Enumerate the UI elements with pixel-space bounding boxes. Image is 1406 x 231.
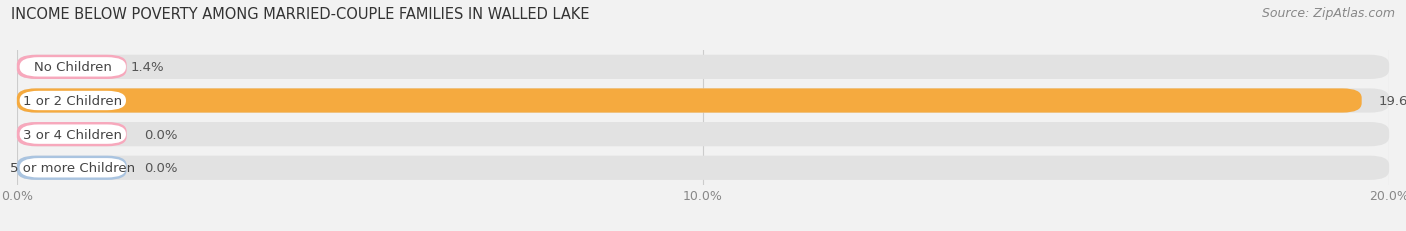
FancyBboxPatch shape: [17, 55, 127, 80]
FancyBboxPatch shape: [20, 91, 127, 111]
FancyBboxPatch shape: [17, 89, 1361, 113]
Text: Source: ZipAtlas.com: Source: ZipAtlas.com: [1261, 7, 1395, 20]
Text: 1 or 2 Children: 1 or 2 Children: [24, 94, 122, 108]
Text: No Children: No Children: [34, 61, 111, 74]
FancyBboxPatch shape: [20, 125, 127, 144]
FancyBboxPatch shape: [17, 89, 1389, 113]
FancyBboxPatch shape: [20, 158, 127, 178]
FancyBboxPatch shape: [17, 122, 127, 147]
FancyBboxPatch shape: [17, 55, 1389, 80]
FancyBboxPatch shape: [20, 58, 127, 77]
Text: 1.4%: 1.4%: [131, 61, 163, 74]
FancyBboxPatch shape: [17, 156, 127, 180]
Text: 0.0%: 0.0%: [143, 128, 177, 141]
FancyBboxPatch shape: [17, 156, 1389, 180]
Text: 0.0%: 0.0%: [143, 161, 177, 175]
Text: 5 or more Children: 5 or more Children: [10, 161, 135, 175]
Text: INCOME BELOW POVERTY AMONG MARRIED-COUPLE FAMILIES IN WALLED LAKE: INCOME BELOW POVERTY AMONG MARRIED-COUPL…: [11, 7, 589, 22]
Text: 3 or 4 Children: 3 or 4 Children: [24, 128, 122, 141]
FancyBboxPatch shape: [17, 122, 1389, 147]
Text: 19.6%: 19.6%: [1379, 94, 1406, 108]
